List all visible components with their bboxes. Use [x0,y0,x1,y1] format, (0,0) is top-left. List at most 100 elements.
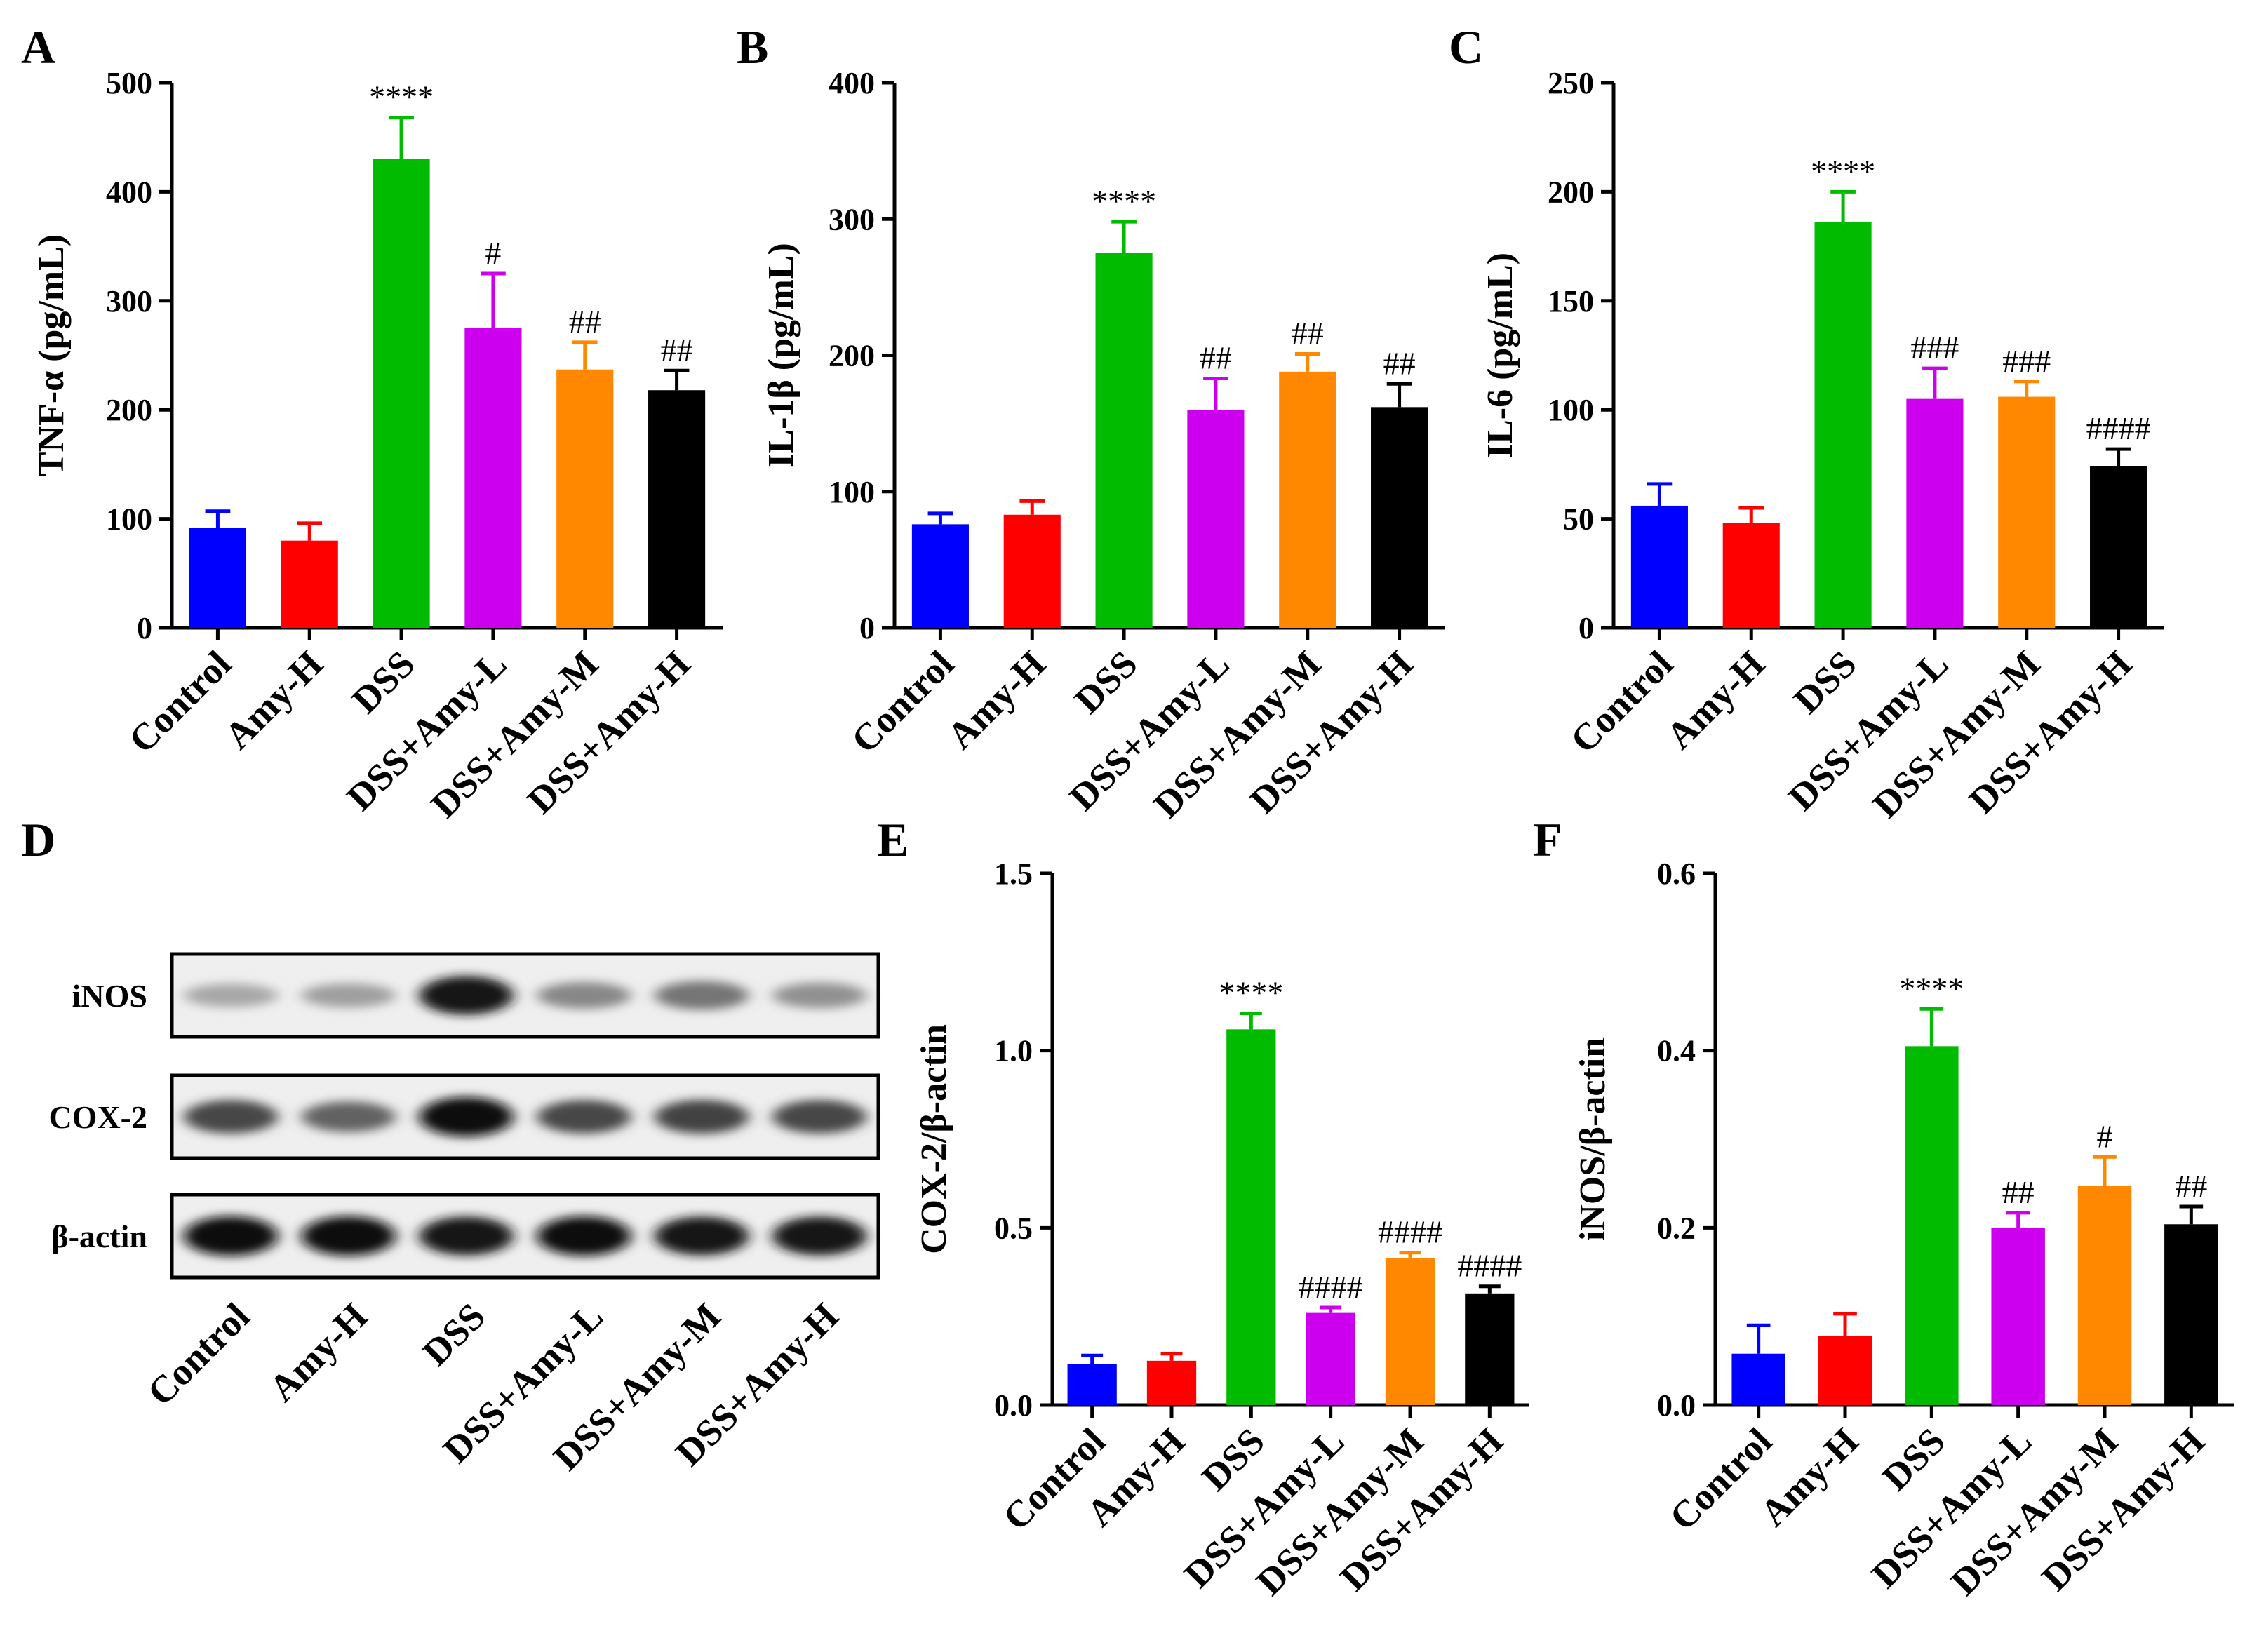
y-tick-label: 1.0 [994,1034,1033,1068]
blot-band [772,982,867,1009]
bar-Amy-H [1818,1336,1872,1405]
y-tick-label: 1.5 [994,857,1033,891]
y-tick-label: 500 [106,66,152,100]
bar-DSS+Amy-L [1991,1228,2045,1405]
bar-DSS+Amy-L [464,328,522,628]
blot-band [183,1099,279,1134]
bar-DSS+Amy-H [1371,407,1428,628]
blot-band [772,1099,867,1134]
significance-label: **** [1219,975,1283,1011]
category-label: Control [1661,1420,1780,1538]
bar-DSS [1095,253,1153,628]
y-axis-title: COX-2/β-actin [914,1024,954,1254]
blot-band [655,1099,749,1134]
blot-lane-label: Control [139,1295,257,1413]
bar-Control [1630,505,1688,628]
bar-DSS [373,159,430,628]
blot-band [655,1216,749,1256]
significance-label: ## [2175,1168,2207,1204]
panel-letter: E [877,813,909,866]
significance-label: # [485,235,501,271]
bar-DSS+Amy-H [2164,1224,2218,1405]
panel-letter: F [1533,813,1562,866]
y-tick-label: 0 [137,611,152,645]
bar-DSS+Amy-L [1306,1312,1355,1405]
category-label: DSS [1874,1420,1952,1498]
y-tick-label: 0.0 [994,1388,1033,1423]
y-tick-label: 0.5 [994,1211,1033,1245]
y-axis-title: iNOS/β-actin [1573,1037,1613,1241]
y-tick-label: 300 [829,202,875,236]
category-label: Amy-H [1658,643,1772,757]
y-axis-title: IL-6 (pg/mL) [1480,253,1520,458]
bar-Control [1067,1364,1117,1405]
category-label: Amy-H [1752,1420,1866,1534]
significance-label: ## [1200,340,1232,376]
blot-band [537,1216,631,1256]
blot-lane-label: DSS [415,1295,493,1374]
bar-DSS+Amy-H [648,390,706,628]
chart-panel-A: A 0 100 200 300 400 500 TNF-α (pg/mL) ControlAmy… [21,20,723,826]
category-label: Control [1562,643,1681,761]
category-label: DSS [1785,643,1864,721]
chart-panel-C: C 0 50 100 150 200 250 IL-6 (pg/mL) ControlAmy-H… [1449,20,2164,826]
blot-row-label: iNOS [72,978,147,1014]
blot-strip [170,952,880,1039]
y-tick-label: 200 [106,393,152,427]
significance-label: ## [569,304,601,340]
bar-DSS+Amy-M [1385,1258,1435,1405]
significance-label: ### [1910,330,1959,365]
y-tick-label: 0.4 [1657,1034,1696,1068]
panel-letter: B [737,20,768,74]
blot-row-label: β-actin [51,1218,147,1254]
bar-DSS [1226,1029,1276,1405]
blot-band [419,1216,514,1256]
category-label: Amy-H [216,643,330,757]
y-tick-label: 250 [1548,66,1594,100]
blot-band [772,1216,867,1256]
bar-DSS+Amy-M [556,369,614,628]
significance-label: #### [1299,1269,1363,1305]
blot-lane-label: Amy-H [261,1295,375,1409]
category-label: Amy-H [939,643,1053,757]
panel-letter: A [21,20,55,74]
bar-DSS [1905,1046,1959,1405]
y-tick-label: 100 [829,475,875,509]
category-label: DSS [1066,643,1145,721]
y-tick-label: 100 [1548,393,1594,427]
y-axis-title: TNF-α (pg/mL) [32,234,72,476]
significance-label: ## [1292,316,1324,351]
bar-DSS+Amy-H [2090,466,2147,628]
bar-Amy-H [1722,523,1780,628]
y-tick-label: 50 [1563,502,1594,537]
bar-Control [189,528,246,628]
blot-band [301,983,396,1008]
blot-band [537,981,631,1009]
bar-Control [911,524,969,628]
significance-label: # [2097,1118,2113,1154]
y-tick-label: 300 [106,284,152,318]
blot-band [301,1101,396,1132]
significance-label: **** [1092,183,1156,219]
panel-letter: C [1449,20,1483,74]
significance-label: #### [1457,1248,1522,1284]
category-label: DSS [344,643,422,721]
blot-row-label: COX-2 [48,1099,147,1135]
y-tick-label: 100 [106,502,152,537]
significance-label: #### [1378,1214,1442,1250]
category-label: Control [121,643,239,761]
bar-DSS+Amy-M [2077,1186,2132,1405]
significance-label: **** [369,79,434,115]
y-tick-label: 0.0 [1657,1388,1696,1423]
y-tick-label: 200 [1548,175,1594,209]
chart-panel-E: E0.00.51.01.5COX-2/β-actinControlAmy-H**… [877,813,1529,1604]
y-tick-label: 0 [1579,611,1594,645]
bar-Amy-H [1146,1360,1197,1405]
bar-DSS+Amy-L [1187,410,1245,628]
blot-band [183,983,279,1007]
significance-label: ### [2002,343,2051,379]
